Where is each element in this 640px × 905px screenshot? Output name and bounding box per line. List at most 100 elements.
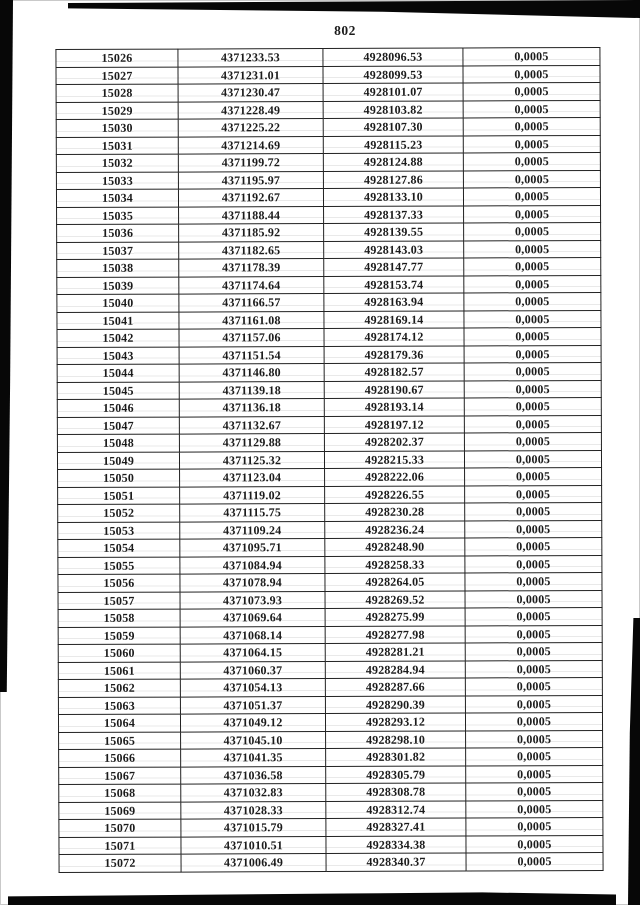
table-cell: 15034 [56,189,179,208]
table-cell: 4928287.66 [325,677,466,697]
table-cell: 4371146.80 [179,363,325,382]
table-cell: 4371073.93 [180,591,326,610]
table-cell: 0,0005 [464,554,602,573]
table-cell: 15043 [57,346,180,365]
table-cell: 0,0005 [465,764,603,783]
table-cell: 15040 [56,294,179,313]
table-cell: 15035 [56,206,179,225]
table-cell: 4371166.57 [178,293,324,312]
table-row: 15071 4371010.51 4928334.38 0,0005 [58,834,604,855]
table-cell: 0,0005 [464,362,602,381]
table-cell: 4371195.97 [178,171,324,190]
table-row: 15060 4371064.15 4928281.21 0,0005 [58,642,603,663]
table-cell: 4928301.82 [325,747,466,767]
table-cell: 0,0005 [465,712,603,731]
table-cell: 0,0005 [465,694,603,713]
table-row: 15064 4371049.12 4928293.12 0,0005 [58,712,603,733]
table-cell: 0,0005 [465,677,603,696]
table-row: 15068 4371032.83 4928308.78 0,0005 [58,782,603,803]
table-cell: 0,0005 [464,432,602,451]
table-cell: 4928226.55 [324,485,465,504]
table-row: 15051 4371119.02 4928226.55 0,0005 [57,484,602,505]
table-row: 15035 4371188.44 4928137.33 0,0005 [56,204,601,225]
table-cell: 4928277.98 [325,625,466,644]
table-cell: 4371064.15 [180,643,326,662]
table-cell: 4928182.57 [324,362,465,382]
table-cell: 15069 [58,801,181,820]
table-cell: 0,0005 [463,152,601,171]
table-cell: 4928143.03 [323,240,464,259]
table-cell: 15026 [55,49,178,68]
table-cell: 4928197.12 [324,415,465,434]
table-cell: 0,0005 [464,572,603,591]
table-row: 15069 4371028.33 4928312.74 0,0005 [58,799,603,820]
table-cell: 15048 [57,434,180,453]
table-row: 15037 4371182.65 4928143.03 0,0005 [56,239,601,260]
table-cell: 15031 [56,136,179,155]
table-cell: 4928230.28 [324,502,465,522]
table-cell: 0,0005 [463,82,601,101]
table-cell: 4371125.32 [179,451,325,470]
table-cell: 4371006.49 [181,853,327,872]
table-cell: 4371109.24 [179,521,325,540]
table-row: 15026 4371233.53 4928096.53 0,0005 [55,47,600,68]
table-cell: 4371129.88 [179,433,325,452]
table-cell: 4928124.88 [323,152,464,172]
table-cell: 4928248.90 [324,537,465,557]
table-row: 15052 4371115.75 4928230.28 0,0005 [57,502,602,523]
table-cell: 15062 [58,679,181,698]
table-cell: 4928147.77 [323,257,464,277]
table-cell: 0,0005 [465,799,603,818]
table-row: 15033 4371195.97 4928127.86 0,0005 [56,169,601,190]
table-cell: 4928101.07 [323,82,464,102]
table-cell: 15038 [56,259,179,278]
table-cell: 4371010.51 [180,836,327,855]
table-cell: 4371199.72 [178,153,324,172]
table-row: 15062 4371054.13 4928287.66 0,0005 [58,677,603,698]
table-cell: 0,0005 [463,204,601,223]
table-cell: 15036 [56,224,179,243]
table-cell: 4928133.10 [323,187,464,207]
table-cell: 4928275.99 [325,607,466,627]
table-row: 15042 4371157.06 4928174.12 0,0005 [56,327,602,348]
table-cell: 15066 [58,749,181,768]
table-cell: 0,0005 [465,729,603,748]
table-cell: 4928096.53 [322,47,463,67]
table-cell: 4928284.94 [325,660,466,679]
table-cell: 15028 [56,84,179,103]
table-cell: 0,0005 [463,222,601,241]
table-cell: 15030 [56,119,179,138]
scan-artifact-left-edge [0,0,13,692]
table-cell: 0,0005 [463,257,601,276]
table-cell: 15041 [56,311,179,330]
table-cell: 4371015.79 [180,818,326,837]
table-cell: 0,0005 [463,187,601,206]
table-cell: 4928103.82 [323,100,464,119]
table-cell: 4928298.10 [325,730,466,749]
table-cell: 0,0005 [463,292,601,311]
table-cell: 15061 [58,661,181,680]
table-cell: 4928281.21 [325,642,466,662]
table-cell: 15067 [58,766,181,785]
scan-artifact-bottom-bar [8,892,616,905]
table-row: 15047 4371132.67 4928197.12 0,0005 [57,414,602,435]
coordinate-table-body: 15026 4371233.53 4928096.53 0,0005 15027 4371… [55,47,604,873]
table-row: 15041 4371161.08 4928169.14 0,0005 [56,309,601,330]
table-cell: 4928153.74 [323,275,464,294]
table-cell: 4371225.22 [178,118,324,137]
table-cell: 4371068.14 [180,626,326,645]
table-cell: 0,0005 [466,852,604,871]
table-cell: 4928290.39 [325,695,466,714]
table-cell: 0,0005 [463,99,601,118]
table-row: 15061 4371060.37 4928284.94 0,0005 [58,659,603,680]
table-cell: 0,0005 [465,747,603,766]
table-row: 15070 4371015.79 4928327.41 0,0005 [58,817,603,838]
table-row: 15065 4371045.10 4928298.10 0,0005 [58,729,603,750]
table-row: 15057 4371073.93 4928269.52 0,0005 [58,589,603,610]
table-cell: 4371049.12 [180,713,326,732]
table-row: 15058 4371069.64 4928275.99 0,0005 [58,607,603,628]
table-cell: 0,0005 [465,782,603,801]
table-cell: 4928115.23 [323,135,464,154]
table-cell: 4371136.18 [179,398,325,417]
table-cell: 0,0005 [463,309,601,328]
